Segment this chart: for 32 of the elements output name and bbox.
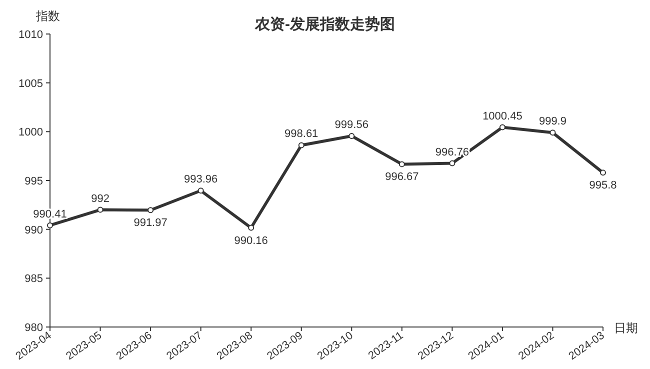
point: [499, 124, 506, 130]
y-tick-label: 985: [24, 273, 43, 286]
y-tick-label: 990: [24, 224, 43, 236]
y-tick-label: 1010: [18, 29, 43, 41]
data-label: 995.8: [589, 180, 617, 192]
point: [550, 130, 556, 136]
data-label: 1000.45: [482, 110, 522, 122]
point: [198, 188, 204, 194]
data-label: 993.96: [184, 174, 218, 186]
data-label: 999.9: [538, 116, 566, 128]
data-label: 992: [91, 192, 110, 205]
point: [600, 170, 606, 176]
data-label: 998.61: [284, 128, 318, 140]
chart-title: 农资-发展指数走势图: [254, 16, 395, 33]
point: [97, 206, 104, 213]
y-tick-label: 1000: [18, 126, 43, 139]
x-axis-title: 日期: [614, 321, 638, 335]
point: [449, 160, 456, 166]
y-tick-label: 1005: [18, 78, 43, 90]
y-axis-title: 指数: [35, 9, 60, 23]
point: [47, 222, 53, 228]
point: [348, 132, 355, 139]
point: [298, 142, 304, 148]
point: [148, 207, 154, 214]
data-label: 996.67: [385, 171, 419, 184]
point: [248, 224, 254, 231]
data-label: 999.56: [334, 118, 368, 131]
data-label: 991.97: [134, 217, 168, 230]
data-label: 990.16: [234, 234, 268, 247]
point: [398, 161, 405, 168]
y-tick-label: 995: [24, 176, 43, 188]
y-tick-label: 980: [24, 322, 43, 334]
